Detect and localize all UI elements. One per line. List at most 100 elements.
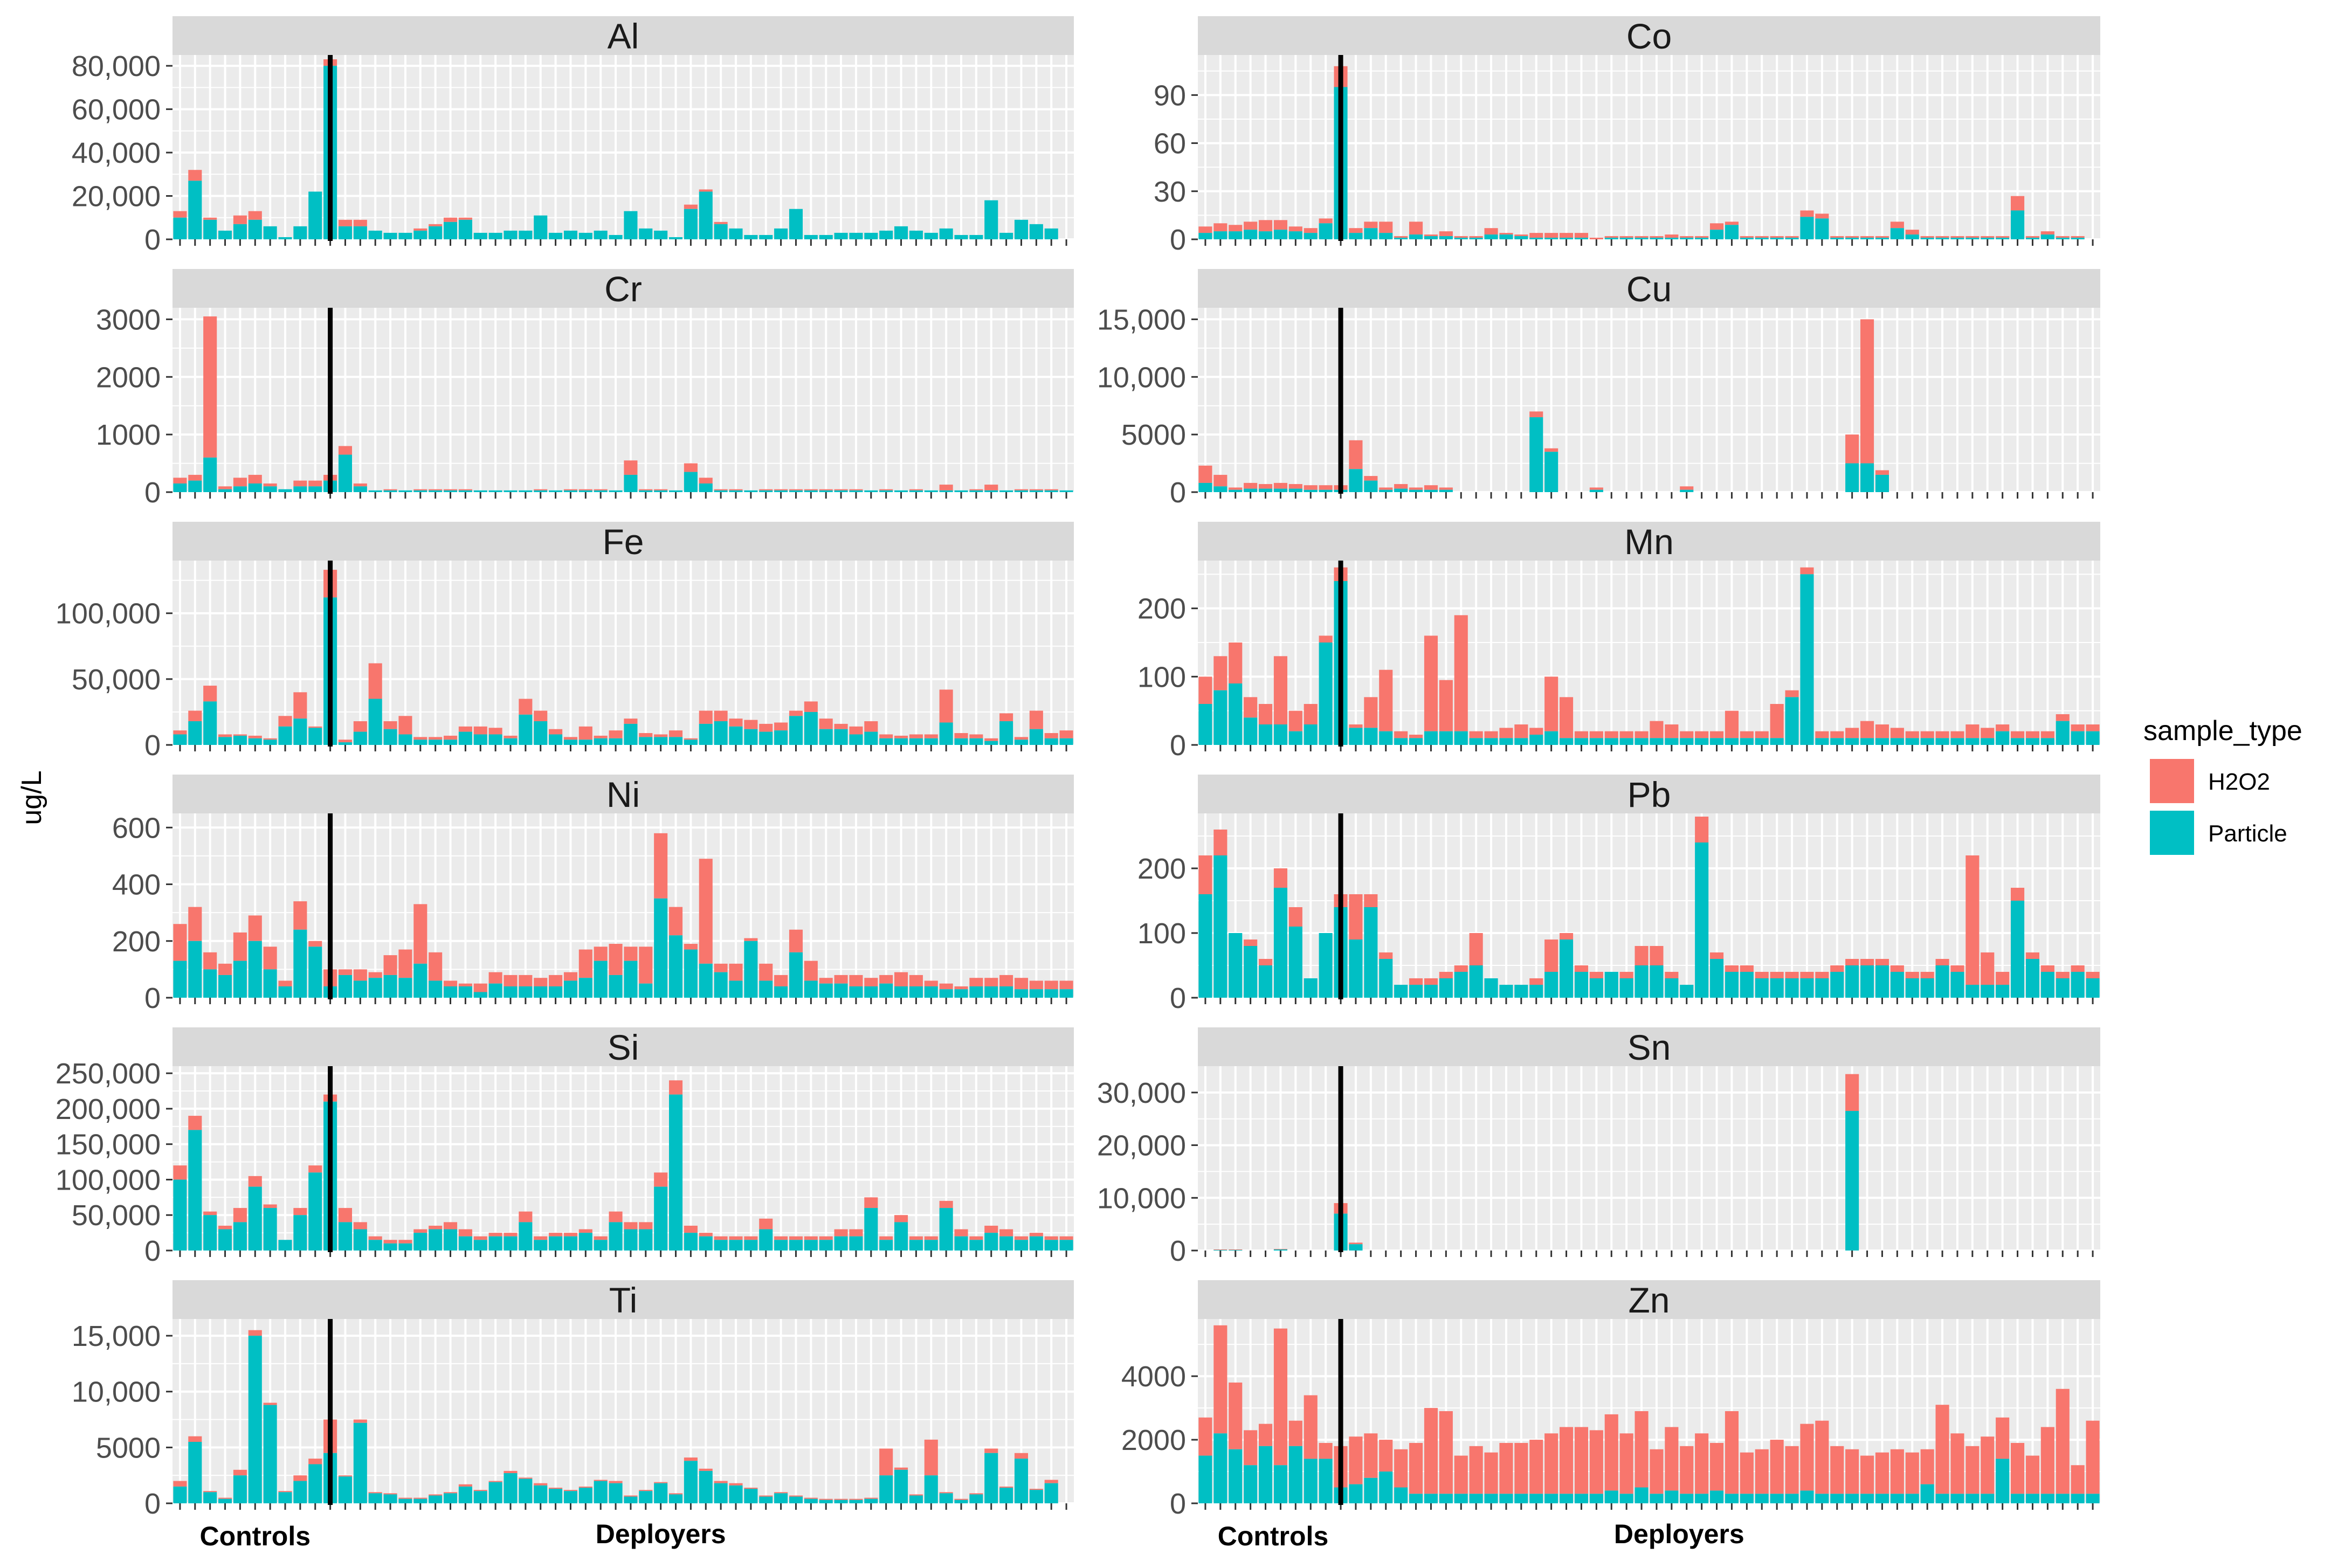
bar-h2o2 — [594, 1480, 608, 1481]
bar-particle — [1379, 731, 1393, 745]
bar-particle — [383, 232, 397, 239]
y-tick-label: 0 — [1170, 1235, 1186, 1267]
bar-h2o2 — [609, 1481, 623, 1483]
strip-background — [173, 522, 1074, 561]
panel-sn: Sn 0 10,000 20,000 30,000 — [1097, 1027, 2100, 1267]
bar-particle — [429, 740, 443, 745]
bar-particle — [1725, 1494, 1739, 1503]
bar-particle — [1364, 1477, 1378, 1503]
bar-particle — [654, 490, 668, 492]
bar-particle — [1213, 1250, 1227, 1251]
bar-h2o2 — [714, 222, 728, 224]
bar-particle — [549, 1489, 563, 1503]
bar-particle — [1635, 738, 1649, 745]
bar-particle — [699, 483, 713, 492]
bar-particle — [774, 228, 788, 239]
bar-h2o2 — [699, 1468, 713, 1471]
bar-h2o2 — [1409, 735, 1423, 738]
bar-particle — [864, 490, 878, 492]
bar-particle — [203, 219, 217, 239]
bar-particle — [534, 721, 548, 745]
bar-h2o2 — [278, 716, 292, 727]
bar-h2o2 — [834, 1498, 848, 1500]
strip-background — [173, 16, 1074, 55]
bar-h2o2 — [969, 978, 983, 986]
bar-h2o2 — [1229, 1382, 1243, 1449]
bar-h2o2 — [338, 969, 353, 975]
panel-pb: Pb 0 100 200 — [1137, 775, 2100, 1014]
bar-h2o2 — [429, 1494, 443, 1496]
bar-h2o2 — [1589, 972, 1603, 978]
bar-h2o2 — [1469, 933, 1483, 965]
bar-particle — [789, 952, 803, 998]
bar-h2o2 — [744, 1236, 758, 1240]
bar-h2o2 — [1650, 721, 1664, 738]
bar-h2o2 — [924, 980, 938, 986]
bar-particle — [1680, 1494, 1694, 1503]
bar-h2o2 — [443, 217, 458, 222]
bar-h2o2 — [1875, 724, 1889, 738]
bar-particle — [774, 986, 788, 998]
bar-h2o2 — [1059, 980, 1073, 990]
bar-h2o2 — [1544, 676, 1558, 731]
bar-h2o2 — [263, 738, 277, 740]
bar-h2o2 — [338, 1475, 353, 1477]
bar-particle — [398, 1243, 412, 1251]
bar-particle — [984, 986, 998, 998]
bar-particle — [864, 1208, 878, 1251]
bar-particle — [1709, 959, 1724, 998]
bar-h2o2 — [233, 734, 247, 736]
bar-particle — [1499, 738, 1513, 745]
bar-particle — [969, 986, 983, 998]
bar-h2o2 — [1529, 411, 1543, 418]
bar-h2o2 — [1695, 236, 1709, 238]
bar-h2o2 — [609, 1211, 623, 1222]
bar-particle — [1394, 985, 1408, 998]
bar-particle — [2071, 1494, 2085, 1503]
bar-particle — [1454, 731, 1468, 745]
bar-particle — [1695, 842, 1709, 998]
bar-h2o2 — [1424, 234, 1438, 237]
bar-particle — [1229, 683, 1243, 745]
bar-particle — [1409, 234, 1423, 239]
bar-particle — [1454, 1494, 1468, 1503]
bar-h2o2 — [969, 734, 983, 738]
bar-particle — [1529, 417, 1543, 492]
bar-particle — [1424, 489, 1438, 492]
bar-h2o2 — [278, 1491, 292, 1493]
bar-h2o2 — [684, 944, 698, 950]
bar-h2o2 — [699, 189, 713, 192]
bar-h2o2 — [458, 983, 472, 986]
bar-particle — [1044, 1483, 1058, 1503]
bar-particle — [1845, 238, 1859, 239]
bar-particle — [1029, 224, 1043, 239]
bar-h2o2 — [624, 1495, 638, 1497]
bar-particle — [804, 490, 818, 492]
bar-h2o2 — [1409, 1442, 1423, 1494]
bar-h2o2 — [939, 689, 953, 723]
bar-particle — [684, 949, 698, 998]
bar-particle — [308, 191, 322, 239]
y-tick-label: 50,000 — [72, 1199, 161, 1232]
bar-h2o2 — [1845, 1449, 1859, 1494]
bar-particle — [1680, 489, 1694, 492]
panel-cr: Cr 0 1000 2000 3000 — [96, 269, 1074, 509]
bar-particle — [1740, 238, 1754, 239]
bar-h2o2 — [1288, 710, 1302, 731]
bar-h2o2 — [819, 489, 833, 491]
bar-h2o2 — [1755, 972, 1769, 978]
bar-h2o2 — [1349, 228, 1363, 233]
bar-particle — [1770, 1494, 1784, 1503]
bar-h2o2 — [173, 1481, 187, 1487]
bar-h2o2 — [563, 737, 578, 740]
bar-particle — [984, 1453, 998, 1503]
bar-particle — [1619, 738, 1633, 745]
bar-particle — [1996, 238, 2010, 239]
bar-particle — [759, 490, 773, 492]
bar-h2o2 — [1484, 731, 1498, 738]
bar-particle — [1800, 574, 1814, 745]
bar-particle — [1740, 972, 1754, 998]
bar-h2o2 — [368, 1492, 382, 1494]
bar-h2o2 — [1499, 1442, 1513, 1494]
bar-particle — [1273, 230, 1288, 239]
